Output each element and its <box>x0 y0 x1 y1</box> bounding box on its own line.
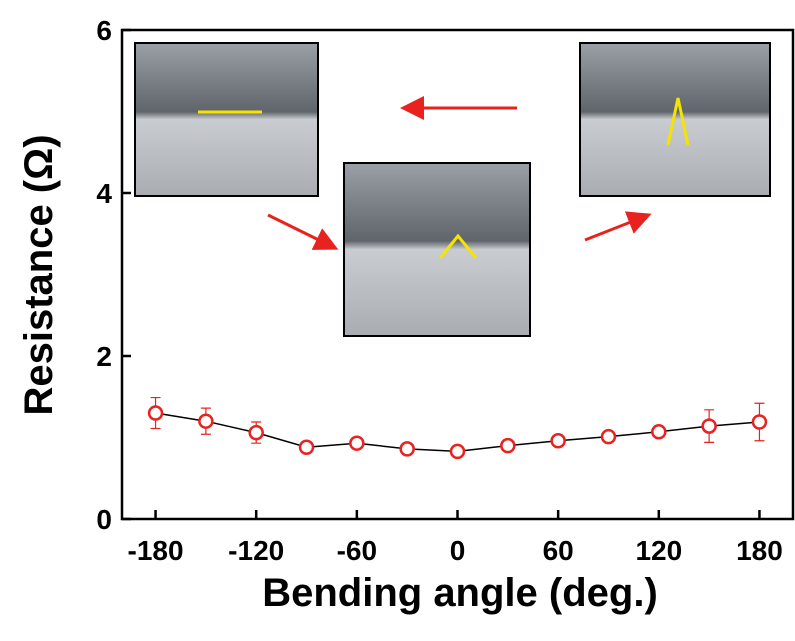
data-point <box>501 439 514 452</box>
inset-photos <box>135 43 770 336</box>
x-tick-label: -120 <box>228 535 284 566</box>
data-point <box>250 426 263 439</box>
y-tick-label: 6 <box>96 15 112 46</box>
chart: Bending angle (deg.) Resistance (Ω) 0 2 4 6… <box>0 0 795 636</box>
data-point <box>199 415 212 428</box>
x-tick-label: -60 <box>337 535 377 566</box>
y-tick-label: 2 <box>96 341 112 372</box>
y-tick-label: 4 <box>96 178 112 209</box>
data-point <box>401 442 414 455</box>
data-point <box>602 430 615 443</box>
x-tick-label: -180 <box>128 535 184 566</box>
y-axis-label: Resistance (Ω) <box>17 134 61 415</box>
x-tick-label: 60 <box>543 535 574 566</box>
x-tick-label: 120 <box>635 535 682 566</box>
y-tick-label: 0 <box>96 504 112 535</box>
x-axis-label: Bending angle (deg.) <box>262 571 658 615</box>
data-point <box>753 416 766 429</box>
data-point <box>552 434 565 447</box>
x-tick-label: 0 <box>450 535 466 566</box>
data-point <box>300 441 313 454</box>
data-point <box>149 407 162 420</box>
data-point <box>703 420 716 433</box>
data-point <box>451 445 464 458</box>
data-point <box>350 437 363 450</box>
data-point <box>652 425 665 438</box>
x-tick-label: 180 <box>736 535 783 566</box>
